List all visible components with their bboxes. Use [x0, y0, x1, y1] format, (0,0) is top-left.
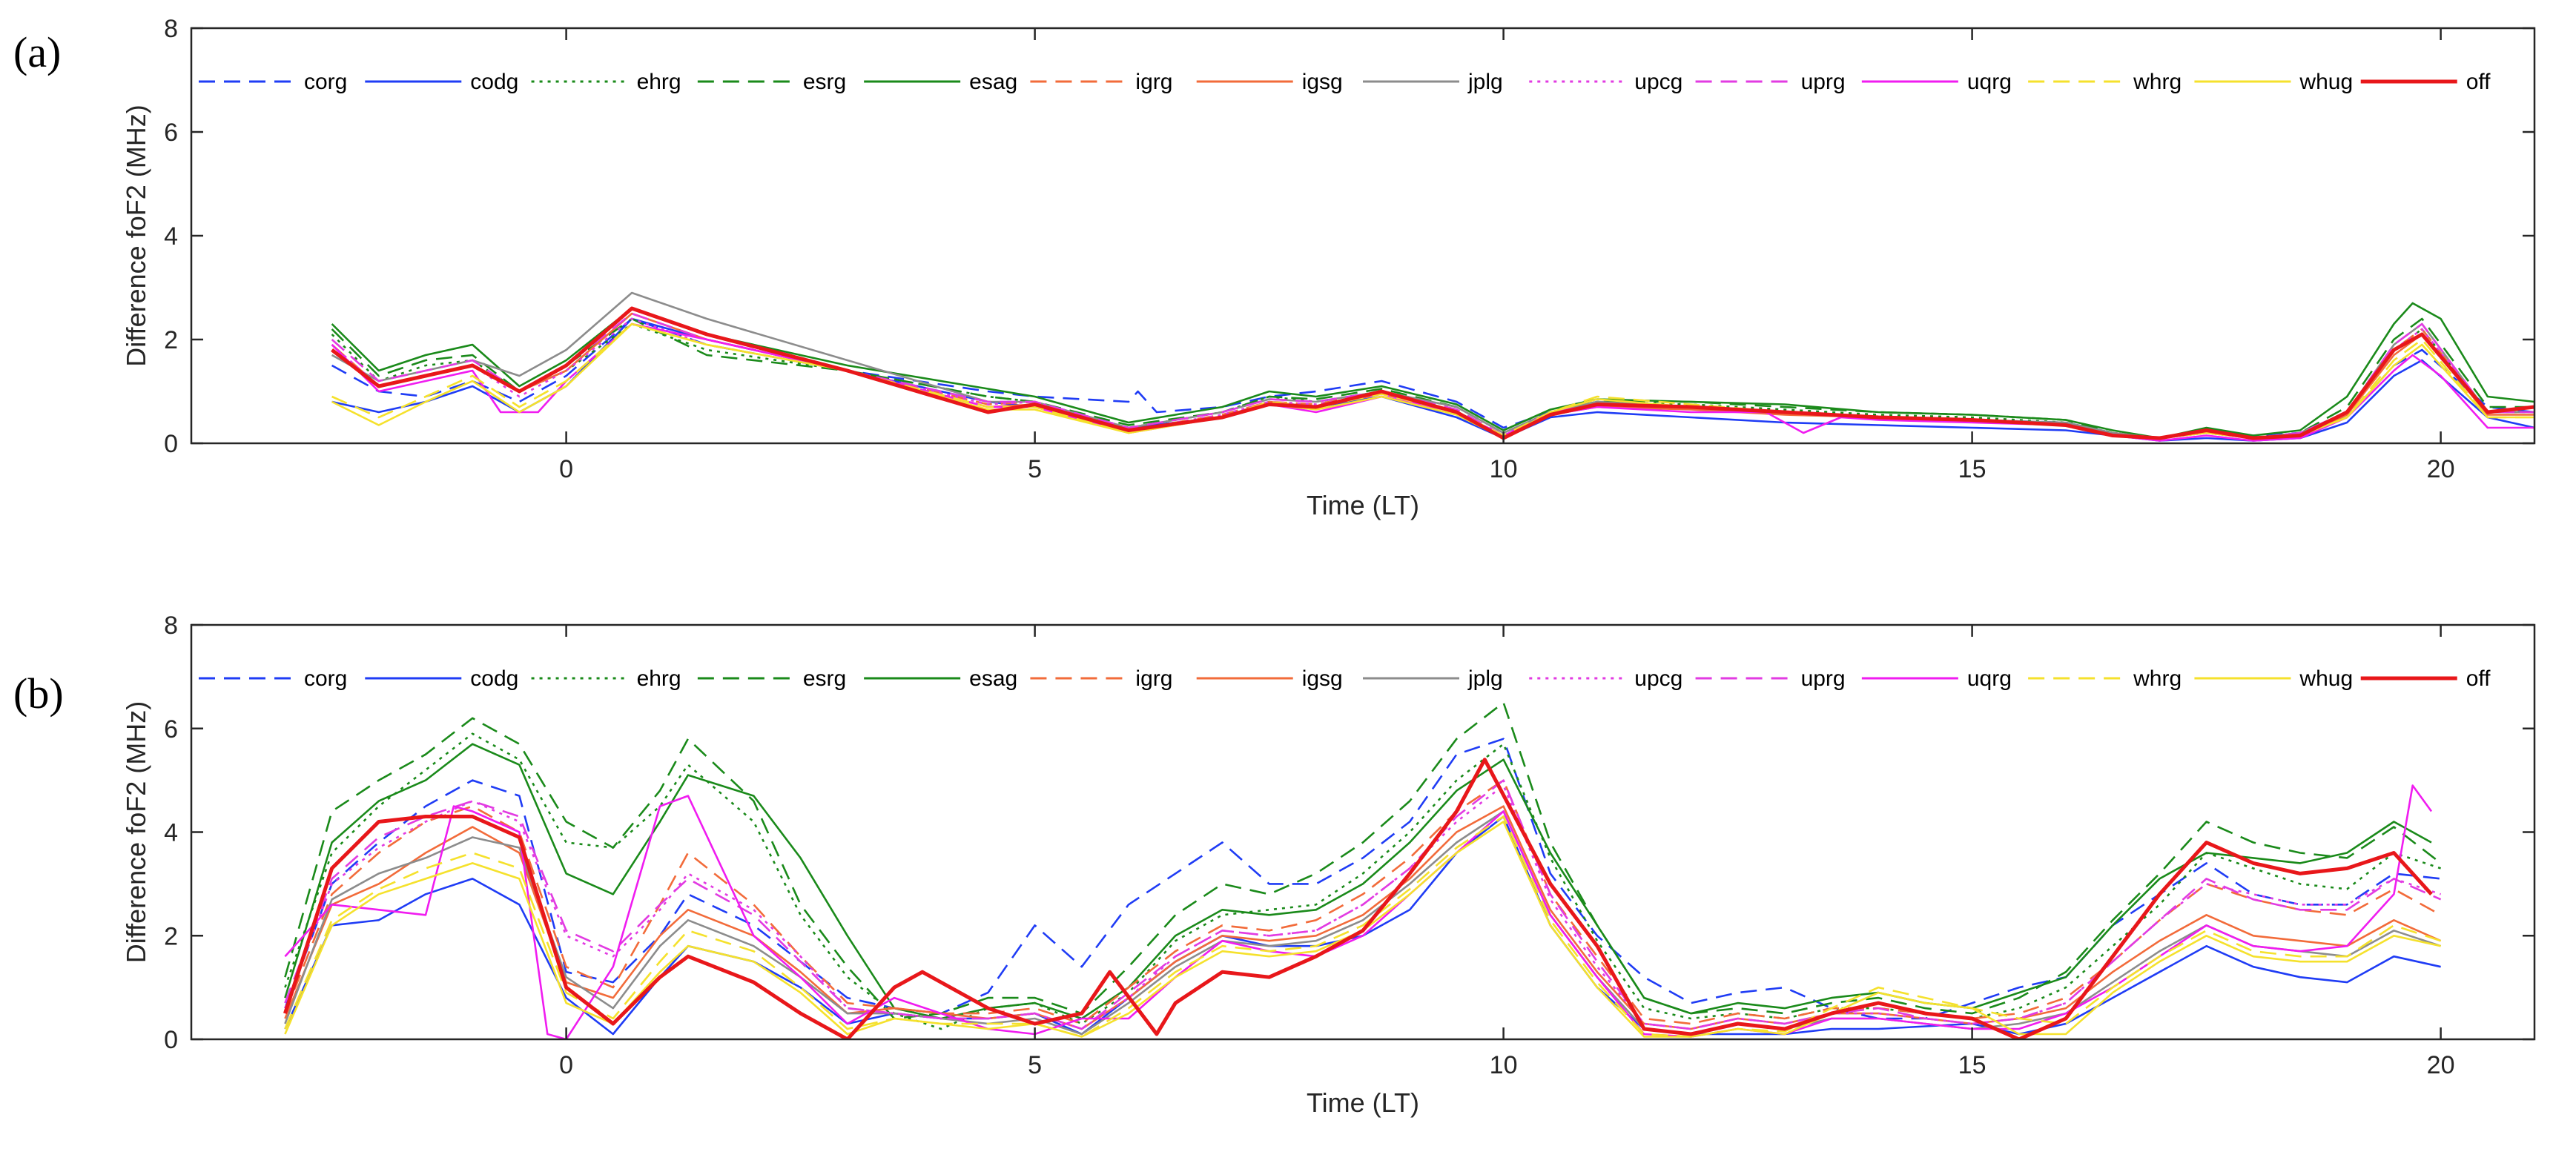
x-tick-label: 15 [1958, 1051, 1987, 1079]
series-line-off [283, 758, 2433, 1039]
series-group [283, 701, 2442, 1039]
legend-label-igrg: igrg [1135, 70, 1172, 94]
legend-label-ehrg: ehrg [637, 666, 681, 691]
legend-label-esag: esag [969, 666, 1017, 691]
series-line-uprg [284, 779, 2442, 1030]
y-tick-label: 0 [164, 1026, 178, 1054]
legend-label-corg: corg [304, 666, 347, 691]
legend-label-uqrg: uqrg [1967, 666, 2012, 691]
y-tick-label: 8 [164, 612, 178, 640]
series-line-uqrg [284, 784, 2433, 1039]
y-tick-label: 2 [164, 326, 178, 354]
legend-label-igsg: igsg [1302, 70, 1343, 94]
x-axis-title: Time (LT) [1307, 1087, 1419, 1118]
y-axis-title: Difference foF2 (MHz) [121, 701, 151, 963]
series-line-igrg [284, 779, 2442, 1025]
legend: corg codg ehrg esrg esag igrg igsg jplg upcg uprg… [199, 70, 2491, 94]
plot-area [191, 28, 2534, 443]
panel-label: (b) [13, 669, 64, 718]
y-tick-label: 0 [164, 430, 178, 458]
x-tick-label: 15 [1958, 455, 1987, 483]
legend-label-esag: esag [969, 70, 1017, 94]
legend-label-codg: codg [470, 666, 518, 691]
legend-label-whrg: whrg [2133, 666, 2182, 691]
legend-label-whrg: whrg [2133, 70, 2182, 94]
legend-label-upcg: upcg [1634, 70, 1682, 94]
panel-a: 0 5 10 15 20 0 2 4 6 8 Time (LT) Difference foF2 (M… [13, 15, 2536, 520]
legend-label-codg: codg [470, 70, 518, 94]
panel-label: (a) [13, 28, 61, 76]
series-line-whrg [284, 815, 2442, 1038]
legend-label-esrg: esrg [803, 666, 846, 691]
x-tick-label: 5 [1028, 455, 1042, 483]
legend-label-whug: whug [2299, 666, 2353, 691]
y-tick-label: 4 [164, 819, 178, 847]
y-tick-label: 4 [164, 222, 178, 251]
legend-label-corg: corg [304, 70, 347, 94]
legend-label-whug: whug [2299, 70, 2353, 94]
x-axis-title: Time (LT) [1307, 490, 1419, 520]
x-tick-label: 5 [1028, 1051, 1042, 1079]
y-axis-title: Difference foF2 (MHz) [121, 105, 151, 366]
x-tick-label: 0 [559, 1051, 573, 1079]
legend-label-uprg: uprg [1801, 70, 1846, 94]
legend-label-jplg: jplg [1467, 666, 1503, 691]
series-line-esag [284, 743, 2432, 1020]
x-tick-label: 0 [559, 455, 573, 483]
legend-label-jplg: jplg [1467, 70, 1503, 94]
series-line-esrg [284, 701, 2442, 1020]
legend-label-igrg: igrg [1135, 666, 1172, 691]
x-tick-label: 10 [1490, 1051, 1518, 1079]
y-tick-label: 2 [164, 922, 178, 950]
legend-label-esrg: esrg [803, 70, 846, 94]
x-tick-label: 20 [2427, 455, 2455, 483]
legend: corg codg ehrg esrg esag igrg igsg jplg upcg uprg… [199, 666, 2491, 691]
y-tick-label: 6 [164, 119, 178, 147]
legend-label-off: off [2466, 666, 2491, 691]
series-line-jplg [284, 810, 2442, 1036]
legend-label-ehrg: ehrg [637, 70, 681, 94]
y-tick-label: 6 [164, 715, 178, 744]
x-tick-label: 20 [2427, 1051, 2455, 1079]
x-tick-label: 10 [1490, 455, 1518, 483]
legend-label-upcg: upcg [1634, 666, 1682, 691]
plot-area [191, 625, 2534, 1039]
legend-label-uqrg: uqrg [1967, 70, 2012, 94]
legend-label-igsg: igsg [1302, 666, 1343, 691]
y-tick-label: 8 [164, 15, 178, 43]
panel-b: 0 5 10 15 20 0 2 4 6 8 Time (LT) Difference foF2 (M… [13, 612, 2536, 1118]
legend-label-uprg: uprg [1801, 666, 1846, 691]
legend-label-off: off [2466, 70, 2491, 94]
series-line-ehrg [284, 732, 2442, 1030]
